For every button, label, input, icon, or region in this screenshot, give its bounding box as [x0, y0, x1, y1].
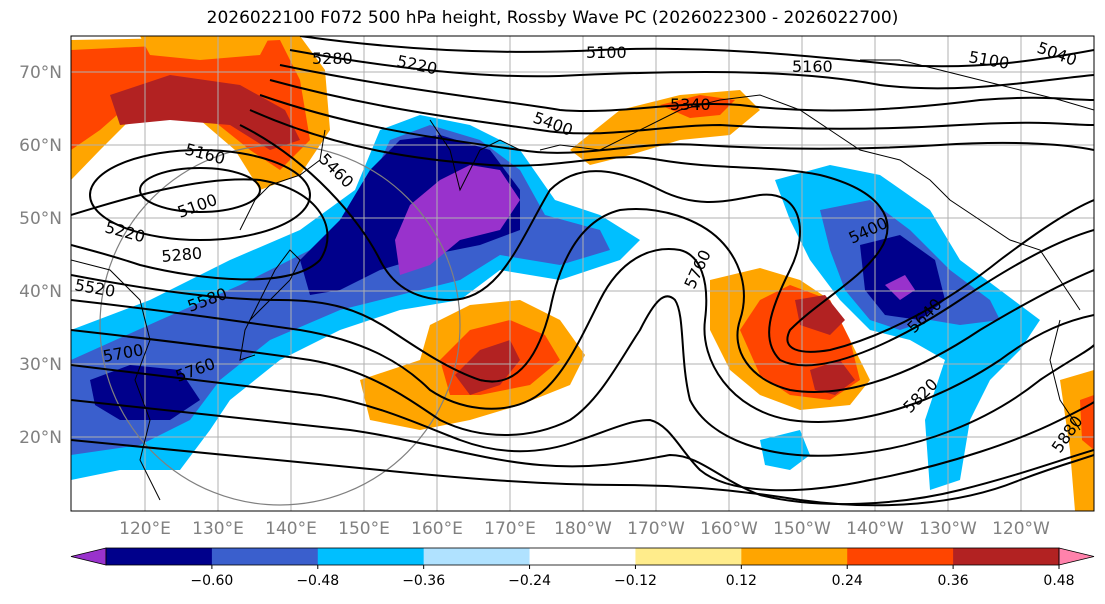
- contour-5100-north: [299, 36, 1094, 68]
- colorbar-tick-label: −0.12: [614, 573, 657, 589]
- colorbar-segment: [847, 548, 954, 565]
- colorbar-tick-label: 0.24: [832, 573, 863, 589]
- lon-label: 130°W: [919, 519, 977, 539]
- contour-5100-low: [139, 167, 261, 213]
- contour-5820: [71, 439, 1094, 507]
- longitude-axis: 120°E 130°E 140°E 150°E 160°E 170°E 180°…: [119, 519, 1050, 539]
- contour-5340: [259, 94, 1094, 154]
- positive-anomaly-east-peak: [795, 295, 845, 335]
- lon-label: 140°E: [265, 519, 317, 539]
- contour-label: 5100: [586, 43, 627, 62]
- contour-5700: [71, 364, 1094, 492]
- height-contours: [71, 36, 1094, 507]
- lon-label: 170°E: [484, 519, 536, 539]
- lon-label: 120°E: [119, 519, 171, 539]
- lon-label: 160°E: [411, 519, 463, 539]
- contour-label: 5340: [670, 95, 711, 114]
- colorbar-tick-label: 0.48: [1043, 573, 1074, 589]
- negative-anomaly-gulf-core: [885, 275, 915, 300]
- contour-label: 5280: [161, 244, 203, 266]
- positive-anomaly-east-peak-2: [810, 360, 855, 395]
- colorbar-segment: [106, 548, 213, 565]
- negative-anomaly-pacific-core: [395, 165, 520, 275]
- colorbar-segment: [317, 548, 425, 565]
- lon-label: 170°W: [627, 519, 685, 539]
- lat-label: 50°N: [19, 209, 62, 229]
- contour-label: 5160: [792, 57, 833, 76]
- contour-5580: [71, 248, 1094, 423]
- colorbar-tick-label: 0.36: [938, 573, 969, 589]
- lat-label: 20°N: [19, 428, 62, 448]
- colorbar-segment: [635, 548, 742, 565]
- positive-anomaly-top-edge: [140, 36, 270, 60]
- contour-5520: [71, 208, 1094, 393]
- colorbar-tick-label: 0.12: [726, 573, 757, 589]
- positive-anomaly-central-peak: [455, 340, 520, 395]
- colorbar-frame: [105, 547, 1060, 566]
- colorbar-tick-label: −0.60: [190, 573, 233, 589]
- colorbar: −0.60 −0.48 −0.36 −0.24 −0.12 0.12 0.24 0.36 0.4…: [70, 547, 1095, 589]
- shaded-anomaly-field: [71, 36, 1094, 511]
- lat-label: 30°N: [19, 355, 62, 375]
- map-frame: [70, 35, 1095, 512]
- contour-5160-low: [89, 149, 311, 241]
- colorbar-extend-high: [1058, 547, 1095, 566]
- colorbar-tick-label: −0.48: [296, 573, 339, 589]
- contour-5220: [279, 64, 1094, 113]
- contour-5220-low: [71, 178, 329, 281]
- contour-label: 5280: [312, 49, 353, 68]
- colorbar-segment: [211, 548, 319, 565]
- contour-5400: [249, 109, 1094, 353]
- contour-5280: [269, 79, 1094, 135]
- contour-5760: [71, 399, 1094, 506]
- lat-label: 70°N: [19, 63, 62, 83]
- colorbar-tick-label: −0.24: [508, 573, 551, 589]
- colorbar-segment: [529, 548, 636, 565]
- lat-label: 60°N: [19, 136, 62, 156]
- lat-label: 40°N: [19, 282, 62, 302]
- contour-5460: [239, 124, 1094, 367]
- colorbar-segment: [423, 548, 531, 565]
- colorbar-segment: [741, 548, 848, 565]
- lon-label: 160°W: [700, 519, 758, 539]
- contour-5160-north: [289, 49, 1094, 90]
- colorbar-tick-label: −0.36: [402, 573, 445, 589]
- negative-anomaly-hawaii: [760, 430, 810, 470]
- colorbar-extend-low: [70, 547, 107, 566]
- coastlines: [71, 59, 1094, 501]
- colorbar-ticks: −0.60 −0.48 −0.36 −0.24 −0.12 0.12 0.24 0.36 0.4…: [190, 565, 1075, 589]
- lon-label: 120°W: [992, 519, 1050, 539]
- lon-label: 150°E: [338, 519, 390, 539]
- colorbar-segments: [70, 547, 1095, 566]
- lon-label: 130°E: [192, 519, 244, 539]
- lon-label: 150°W: [773, 519, 831, 539]
- lon-label: 140°W: [846, 519, 904, 539]
- map-title: 2026022100 F072 500 hPa height, Rossby W…: [206, 8, 899, 28]
- reference-circle: [99, 144, 461, 506]
- latitude-axis: 70°N 60°N 50°N 40°N 30°N 20°N: [19, 63, 62, 448]
- contour-5640: [71, 295, 1094, 457]
- lon-label: 180°W: [554, 519, 612, 539]
- colorbar-segment: [953, 548, 1060, 565]
